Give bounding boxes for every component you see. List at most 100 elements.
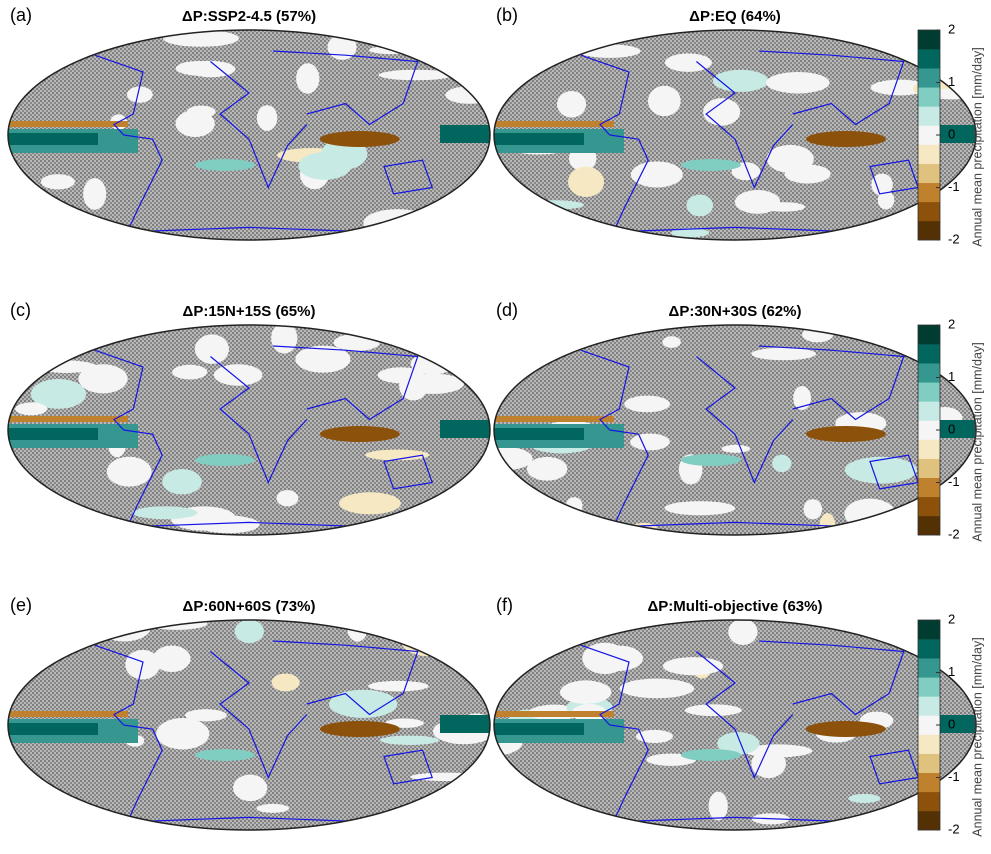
- patch: [8, 416, 128, 422]
- colorbar-swatch: [918, 401, 940, 421]
- patch: [871, 173, 893, 196]
- colorbar-swatch: [918, 515, 940, 536]
- colorbar-tick-label: 0: [948, 716, 955, 731]
- colorbar-swatch: [918, 220, 940, 241]
- patch: [680, 454, 741, 466]
- coastline: [94, 54, 144, 136]
- patch: [619, 678, 695, 699]
- patch: [8, 133, 98, 145]
- colorbar-swatch: [918, 325, 940, 345]
- patch: [234, 620, 264, 644]
- patch: [664, 53, 712, 72]
- panel-label: (a): [10, 5, 32, 25]
- colorbar-swatch: [918, 734, 940, 754]
- panel-label: (f): [496, 595, 513, 615]
- map-frame: [7, 29, 491, 241]
- patch: [728, 620, 758, 646]
- map-body: [8, 620, 490, 830]
- patch: [93, 815, 139, 830]
- patch: [766, 71, 830, 94]
- coastline: [273, 640, 419, 716]
- patch: [708, 791, 728, 821]
- patch: [721, 444, 750, 453]
- coastline: [609, 134, 649, 230]
- map-body: [8, 325, 490, 535]
- map: [7, 324, 491, 536]
- patch: [298, 152, 352, 180]
- colorbar-tick-label: 0: [948, 126, 955, 141]
- patch: [256, 803, 290, 813]
- colorbar-swatch: [918, 68, 940, 88]
- patch: [803, 499, 823, 520]
- patch: [8, 213, 48, 240]
- colorbar-swatch: [918, 810, 940, 831]
- patch: [717, 732, 760, 755]
- colorbar-swatch: [918, 639, 940, 659]
- patch: [844, 456, 918, 484]
- coastline: [273, 50, 419, 126]
- panel-title: ΔP:15N+15S (65%): [183, 303, 316, 320]
- coastline: [383, 454, 434, 490]
- patch: [8, 806, 70, 824]
- patch: [456, 652, 480, 671]
- coastline: [609, 429, 649, 525]
- colorbar-swatch: [918, 696, 940, 716]
- patch: [126, 86, 153, 103]
- patch: [8, 711, 128, 717]
- patch: [296, 63, 320, 94]
- coastline: [94, 644, 144, 726]
- patch: [848, 793, 881, 803]
- patch: [560, 680, 612, 704]
- panel-label: (d): [496, 300, 518, 320]
- panel-title: ΔP:Multi-objective (63%): [648, 598, 823, 615]
- patch: [630, 161, 683, 188]
- patch: [380, 735, 440, 745]
- coastline: [94, 349, 144, 431]
- patch: [712, 69, 769, 92]
- map: [493, 29, 977, 241]
- colorbar-swatch: [918, 458, 940, 479]
- patch: [664, 501, 736, 516]
- panel-title: ΔP:SSP2-4.5 (57%): [182, 8, 316, 25]
- map-frame: [7, 324, 491, 536]
- colorbar-tick-label: 2: [948, 21, 955, 36]
- patch: [802, 326, 834, 343]
- patch: [194, 334, 230, 364]
- colorbar-swatch: [918, 363, 940, 383]
- patch: [172, 364, 208, 380]
- patch: [805, 426, 886, 442]
- map-frame: [493, 619, 977, 831]
- patch: [445, 86, 490, 104]
- panel-title: ΔP:EQ (64%): [689, 8, 781, 25]
- patch: [197, 515, 260, 534]
- patch: [40, 174, 75, 190]
- patch: [26, 402, 43, 414]
- coastline: [123, 724, 163, 820]
- panel-label: (b): [496, 5, 518, 25]
- patch: [734, 190, 781, 214]
- map: [493, 619, 977, 831]
- patch: [494, 325, 536, 331]
- colorbar-label: Annual mean precipitation [mm/day]: [970, 47, 984, 246]
- patch: [256, 105, 278, 131]
- colorbar-swatch: [918, 30, 940, 50]
- coastline: [383, 749, 434, 785]
- colorbar-tick-label: -1: [948, 179, 960, 194]
- patch: [194, 454, 255, 466]
- colorbar-swatch: [918, 496, 940, 517]
- patch: [365, 449, 430, 461]
- map: [7, 29, 491, 241]
- colorbar-tick-label: 0: [948, 421, 955, 436]
- coastline: [696, 61, 794, 190]
- patch: [186, 60, 236, 78]
- patch: [319, 426, 400, 442]
- coastline: [696, 651, 794, 780]
- patch: [72, 325, 134, 338]
- map-frame: [7, 619, 491, 831]
- patch: [494, 428, 584, 440]
- patch: [132, 506, 198, 520]
- patch: [319, 131, 400, 147]
- coastline: [759, 50, 905, 126]
- patch: [494, 447, 533, 470]
- map-body: [494, 30, 976, 240]
